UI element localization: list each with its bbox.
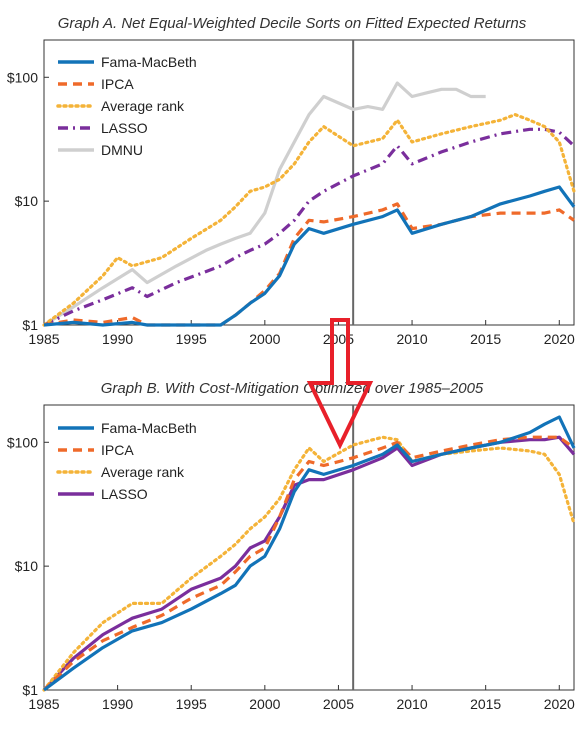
y-tick-label: $10 <box>15 193 39 209</box>
x-tick-label: 2010 <box>396 696 427 712</box>
legend-label: IPCA <box>101 76 134 92</box>
y-tick-label: $1 <box>22 682 38 698</box>
x-tick-label: 2020 <box>544 331 575 347</box>
x-tick-label: 2000 <box>249 331 280 347</box>
y-tick-label: $1 <box>22 317 38 333</box>
chart-a: 1985 1990 1995 2000 2005 2010 2015 2020$1$10$10… <box>7 40 575 347</box>
x-tick-label: 1990 <box>102 696 133 712</box>
y-tick-label: $10 <box>15 558 39 574</box>
series-line-fama-macbeth <box>44 187 574 325</box>
x-tick-label: 2010 <box>396 331 427 347</box>
y-tick-label: $100 <box>7 434 38 450</box>
x-tick-label: 2005 <box>323 696 354 712</box>
legend-label: LASSO <box>101 120 148 136</box>
x-tick-label: 1995 <box>176 331 207 347</box>
x-tick-label: 1995 <box>176 696 207 712</box>
legend-label: LASSO <box>101 486 148 502</box>
x-tick-label: 1985 <box>28 696 59 712</box>
legend-label: Fama-MacBeth <box>101 54 197 70</box>
x-tick-label: 2015 <box>470 331 501 347</box>
y-tick-label: $100 <box>7 69 38 85</box>
series-line-ipca <box>44 204 574 325</box>
x-tick-label: 1985 <box>28 331 59 347</box>
x-tick-label: 2020 <box>544 696 575 712</box>
chart-b: 1985 1990 1995 2000 2005 2010 2015 2020 $1 $10 $10… <box>7 405 575 712</box>
x-tick-label: 2000 <box>249 696 280 712</box>
legend-label: Fama-MacBeth <box>101 420 197 436</box>
legend-label: DMNU <box>101 142 143 158</box>
legend-label: Average rank <box>101 98 185 114</box>
legend-label: Average rank <box>101 464 185 480</box>
legend-label: IPCA <box>101 442 134 458</box>
x-tick-label: 1990 <box>102 331 133 347</box>
x-tick-label: 2015 <box>470 696 501 712</box>
